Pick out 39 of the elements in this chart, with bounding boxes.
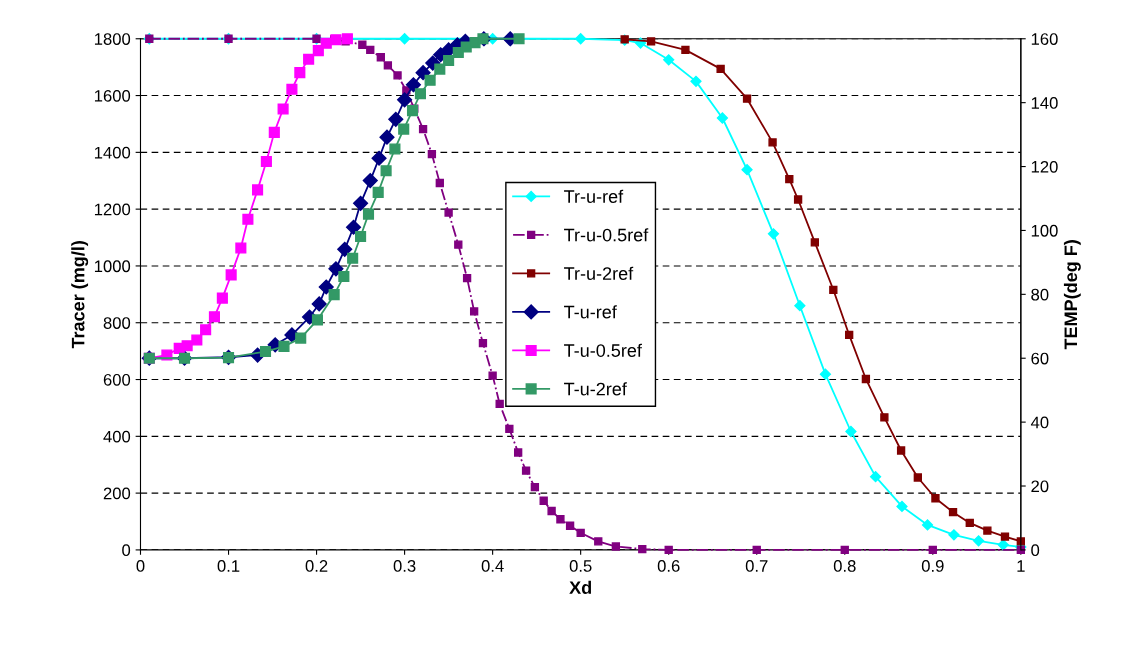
x-tick-label: 0.7: [745, 560, 768, 572]
y-tick-label: 600: [103, 373, 131, 386]
y-tick-label: 800: [103, 317, 131, 329]
y2-tick-label: 40: [1030, 416, 1049, 429]
y-tick-label: 1800: [94, 33, 131, 45]
x-tick-label: 0.5: [569, 560, 592, 572]
x-tick-label: 0.1: [217, 560, 240, 572]
y-tick-label: 1000: [94, 260, 131, 273]
x-tick-label: 0.6: [657, 560, 680, 572]
y2-tick-label: 0: [1031, 544, 1040, 557]
legend-label: Tr-u-2ref: [564, 266, 634, 280]
y2-tick-label: 120: [1031, 160, 1058, 173]
x-tick-label: 0.9: [921, 560, 944, 572]
legend-label: Tr-u-ref: [564, 189, 624, 203]
y2-tick-label: 160: [1031, 33, 1058, 45]
legend-label: T-u-0.5ref: [564, 343, 642, 357]
x-tick-label: 0: [136, 560, 145, 572]
x-tick-label: 1: [1017, 560, 1025, 572]
x-tick-label: 0.3: [393, 560, 416, 572]
x-axis-title: Xd: [569, 580, 592, 594]
y-tick-label: 400: [103, 430, 131, 443]
x-tick-label: 0.4: [481, 560, 504, 572]
y2-tick-label: 80: [1031, 288, 1049, 301]
y2-tick-label: 60: [1031, 352, 1049, 365]
y2-axis-title: TEMP(deg F): [1063, 240, 1081, 350]
y-tick-label: 0: [122, 544, 131, 557]
y2-tick-label: 100: [1031, 224, 1058, 237]
x-tick-label: 0.8: [833, 560, 856, 572]
legend-label: T-u-ref: [564, 305, 617, 319]
x-tick-label: 0.2: [305, 560, 328, 572]
y2-tick-label: 20: [1031, 480, 1049, 493]
y-tick-label: 1200: [94, 203, 131, 216]
y-axis-title: Tracer (mg/l): [71, 241, 89, 349]
y-tick-label: 200: [103, 487, 131, 500]
y2-tick-label: 140: [1031, 97, 1058, 109]
legend-label: T-u-2ref: [564, 382, 627, 396]
legend-label: Tr-u-0.5ref: [564, 228, 649, 242]
y-tick-label: 1600: [94, 89, 131, 102]
y-tick-label: 1400: [94, 146, 131, 159]
